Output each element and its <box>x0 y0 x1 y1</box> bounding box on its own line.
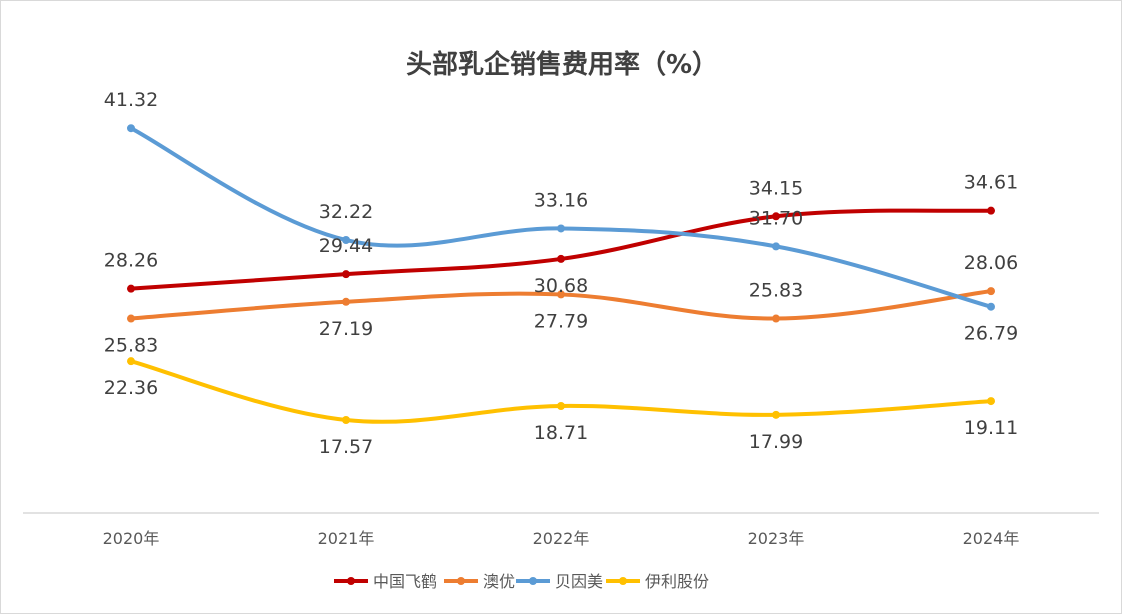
data-label: 19.11 <box>964 417 1018 439</box>
x-axis-ticks: 2020年 2021年 2022年 2023年 2024年 <box>103 529 1020 548</box>
data-point <box>557 254 565 263</box>
data-labels: 28.26 29.44 30.68 34.15 34.61 25.83 27.19 27.79… <box>104 89 1018 458</box>
series-lines <box>127 124 995 424</box>
legend-marker-dot <box>347 577 355 585</box>
data-point <box>772 212 780 221</box>
data-point <box>557 401 565 410</box>
legend-marker-dot <box>529 577 537 585</box>
data-point <box>127 357 135 366</box>
data-label: 28.06 <box>964 252 1018 274</box>
data-label: 26.79 <box>964 323 1018 345</box>
data-label: 27.19 <box>319 318 373 340</box>
data-label: 33.16 <box>534 189 588 211</box>
legend-marker-dot <box>619 577 627 585</box>
data-label: 17.99 <box>749 431 803 453</box>
data-point <box>557 290 565 299</box>
legend-label: 贝因美 <box>555 572 603 591</box>
data-point <box>987 206 995 215</box>
data-point <box>342 297 350 306</box>
data-label: 27.79 <box>534 310 588 332</box>
data-label: 31.70 <box>749 207 803 229</box>
data-point <box>342 270 350 279</box>
data-label: 28.26 <box>104 250 158 272</box>
data-label: 32.22 <box>319 201 373 223</box>
data-label: 41.32 <box>104 89 158 111</box>
data-label: 25.83 <box>104 335 158 357</box>
legend-label: 澳优 <box>483 572 515 591</box>
legend-marker-dot <box>457 577 465 585</box>
data-point <box>342 236 350 245</box>
x-tick-label: 2023年 <box>748 529 805 548</box>
data-label: 25.83 <box>749 280 803 302</box>
data-label: 22.36 <box>104 377 158 399</box>
data-label: 17.57 <box>319 436 373 458</box>
chart-title: 头部乳企销售费用率（%） <box>406 49 718 80</box>
legend-label: 中国飞鹤 <box>373 572 437 591</box>
x-tick-label: 2021年 <box>318 529 375 548</box>
data-label: 18.71 <box>534 422 588 444</box>
data-point <box>342 415 350 424</box>
data-point <box>987 302 995 311</box>
data-point <box>987 287 995 296</box>
data-label: 30.68 <box>534 275 588 297</box>
legend-label: 伊利股份 <box>645 572 709 591</box>
legend: 中国飞鹤 澳优 贝因美 伊利股份 <box>334 572 709 591</box>
data-point <box>772 242 780 251</box>
data-point <box>127 284 135 293</box>
data-label: 34.61 <box>964 172 1018 194</box>
data-point <box>772 410 780 419</box>
data-point <box>127 314 135 323</box>
data-point <box>127 124 135 133</box>
data-label: 29.44 <box>319 235 373 257</box>
x-tick-label: 2022年 <box>533 529 590 548</box>
data-point <box>772 314 780 323</box>
data-point <box>557 224 565 233</box>
data-point <box>987 397 995 406</box>
x-tick-label: 2020年 <box>103 529 160 548</box>
data-label: 34.15 <box>749 177 803 199</box>
series-line-3 <box>129 359 993 424</box>
x-tick-label: 2024年 <box>963 529 1020 548</box>
